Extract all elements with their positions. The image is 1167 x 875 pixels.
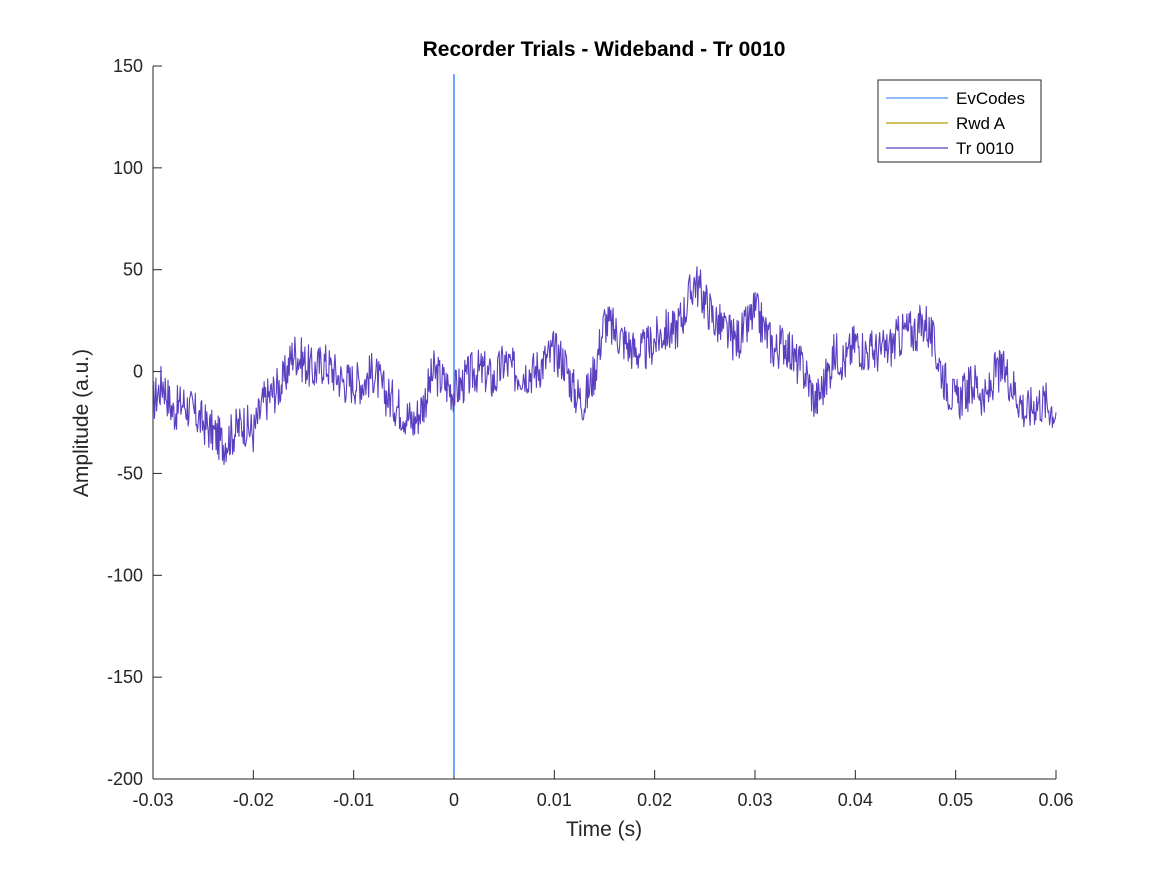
chart-title: Recorder Trials - Wideband - Tr 0010: [423, 38, 786, 61]
y-tick-label: -200: [107, 769, 143, 789]
y-axis-label: Amplitude (a.u.): [70, 349, 93, 497]
x-tick-label: 0.03: [737, 790, 772, 810]
x-tick-label: 0: [449, 790, 459, 810]
legend: EvCodes Rwd A Tr 0010: [877, 79, 1042, 163]
y-tick-label: 0: [133, 362, 143, 382]
plot-area: -0.03 -0.02 -0.01 0 0.01 0.02 0.03 0.04 0.05 0.06…: [107, 56, 1074, 810]
x-axis-label: Time (s): [566, 818, 642, 841]
legend-label: Tr 0010: [956, 139, 1014, 158]
x-tick-label: 0.05: [938, 790, 973, 810]
y-tick-label: 150: [113, 56, 143, 76]
y-tick-label: -50: [117, 463, 143, 483]
legend-label: EvCodes: [956, 89, 1025, 108]
y-tick-label: -150: [107, 667, 143, 687]
x-tick-label: -0.02: [233, 790, 274, 810]
series-line-tr-0010: [152, 266, 1057, 466]
x-tick-label: 0.04: [838, 790, 873, 810]
x-tick-label: 0.06: [1038, 790, 1073, 810]
x-tick-label: 0.02: [637, 790, 672, 810]
y-tick-label: -100: [107, 565, 143, 585]
y-tick-label: 100: [113, 158, 143, 178]
x-tick-label: -0.01: [333, 790, 374, 810]
y-tick-label: 50: [123, 260, 143, 280]
legend-label: Rwd A: [956, 114, 1006, 133]
x-tick-label: -0.03: [132, 790, 173, 810]
x-tick-label: 0.01: [537, 790, 572, 810]
